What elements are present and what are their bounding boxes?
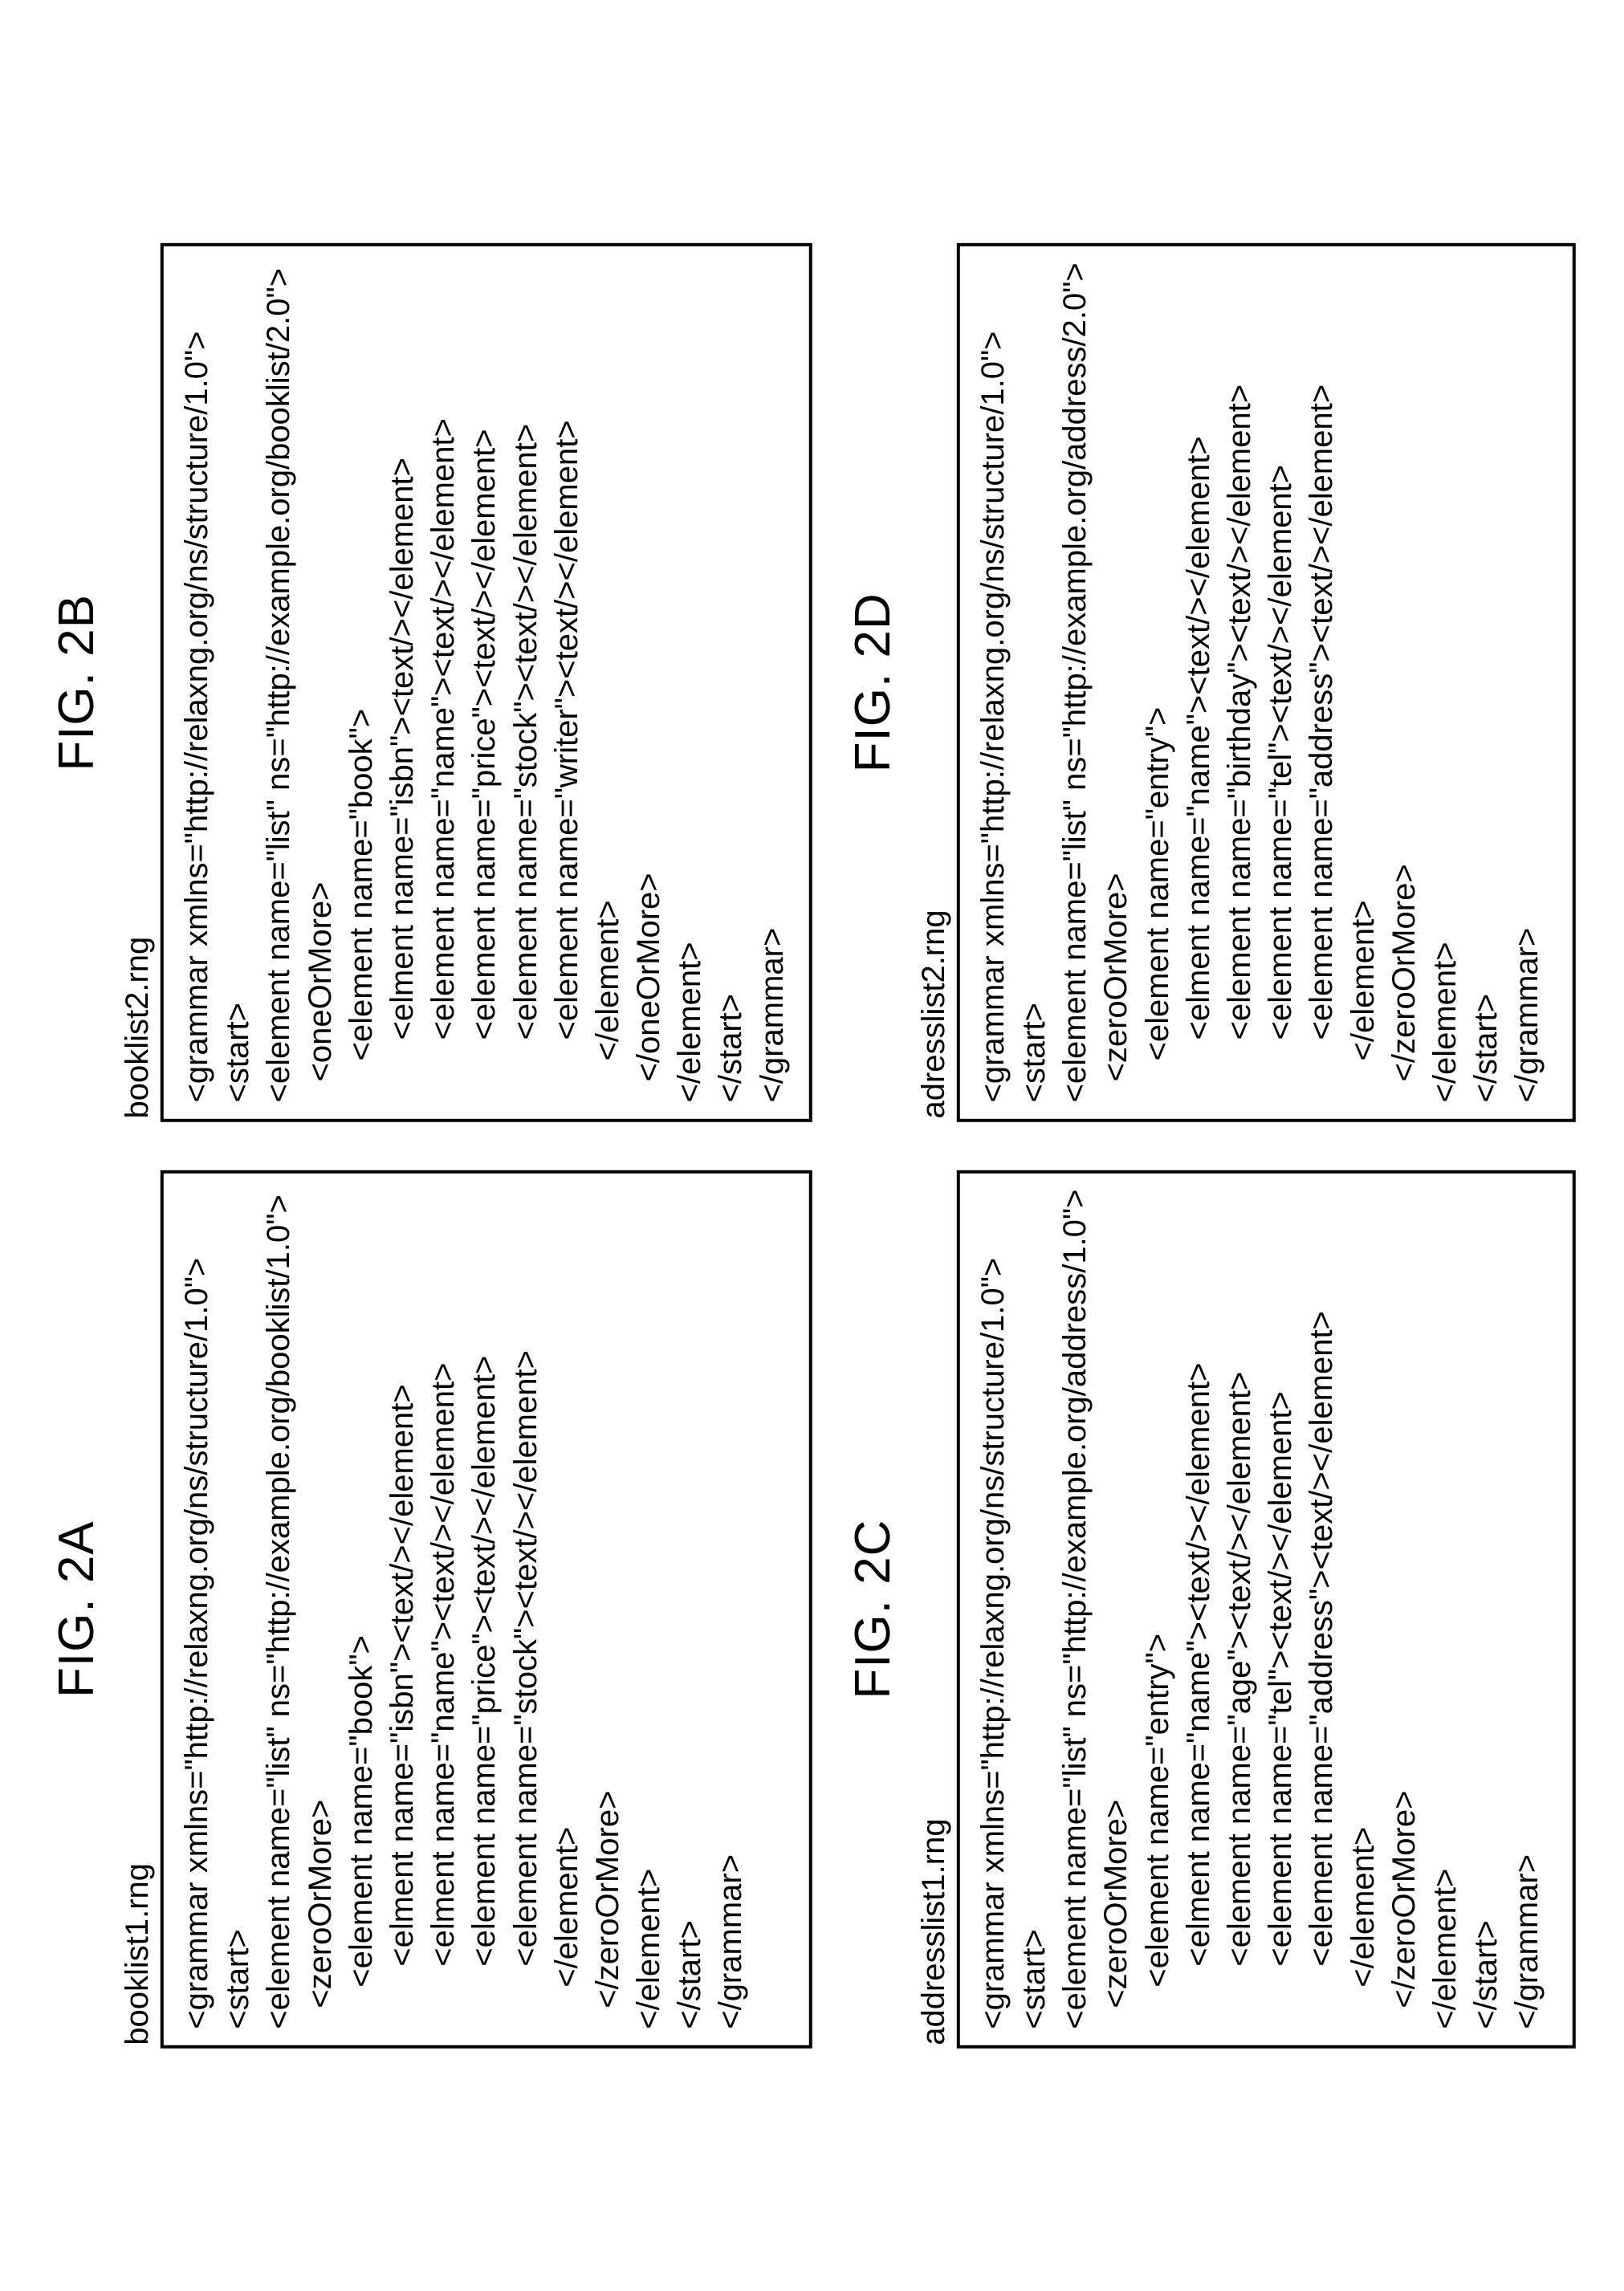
code-line: <element name="address"><text/></element… bbox=[1301, 1189, 1342, 2029]
code-line: </element> bbox=[1425, 262, 1466, 1102]
code-line: <element name="list" ns="http://example.… bbox=[1055, 1189, 1096, 2029]
code-line: <zeroOrMore> bbox=[300, 1189, 341, 2029]
code-line: </zeroOrMore> bbox=[1384, 262, 1425, 1102]
figure-label: FIG. 2B bbox=[48, 243, 105, 1121]
code-line: </grammar> bbox=[710, 1189, 751, 2029]
code-box: <grammar xmlns="http://relaxng.org/ns/st… bbox=[957, 1170, 1576, 2048]
code-line: </element> bbox=[1425, 1189, 1466, 2029]
figure-label: FIG. 2D bbox=[845, 243, 902, 1121]
code-line: <element name="list" ns="http://example.… bbox=[1055, 262, 1096, 1102]
code-box: <grammar xmlns="http://relaxng.org/ns/st… bbox=[957, 243, 1576, 1121]
filename-label: adresslist2.rng bbox=[916, 243, 952, 1121]
code-line: <grammar xmlns="http://relaxng.org/ns/st… bbox=[177, 1189, 218, 2029]
code-line: <element name="list" ns="http://example.… bbox=[258, 262, 299, 1102]
code-line: <element name="stock"><text/></element> bbox=[506, 262, 547, 1102]
code-line: <element name="stock"><text/></element> bbox=[506, 1189, 547, 2029]
code-line: <oneOrMore> bbox=[300, 262, 341, 1102]
code-line: <start> bbox=[1014, 1189, 1055, 2029]
code-line: </grammar> bbox=[1507, 262, 1548, 1102]
code-line: <grammar xmlns="http://relaxng.org/ns/st… bbox=[973, 1189, 1014, 2029]
code-line: <grammar xmlns="http://relaxng.org/ns/st… bbox=[177, 262, 218, 1102]
code-box: <grammar xmlns="http://relaxng.org/ns/st… bbox=[161, 243, 812, 1121]
code-line: <element name="entry"> bbox=[1138, 262, 1178, 1102]
code-line: </element> bbox=[547, 1189, 588, 2029]
code-line: </start> bbox=[1466, 262, 1507, 1102]
code-line: </grammar> bbox=[752, 262, 793, 1102]
code-line: </element> bbox=[1343, 262, 1384, 1102]
figure-label: FIG. 2A bbox=[48, 1170, 105, 2048]
code-line: <elment name="isbn"><text/></element> bbox=[382, 262, 423, 1102]
code-line: <element name="price"><text/></element> bbox=[464, 1189, 505, 2029]
figure-label: FIG. 2C bbox=[845, 1170, 902, 2048]
code-line: <zeroOrMore> bbox=[1096, 262, 1137, 1102]
code-line: </oneOrMore> bbox=[629, 262, 670, 1102]
code-line: <element name="writer"><text/></element> bbox=[547, 262, 588, 1102]
figure-panel-2c: FIG. 2C addresslist1.rng <grammar xmlns=… bbox=[845, 1170, 1576, 2048]
code-line: </grammar> bbox=[1507, 1189, 1548, 2029]
code-line: <element name="price"><text/></element> bbox=[464, 262, 505, 1102]
code-line: <start> bbox=[218, 262, 258, 1102]
code-line: </element> bbox=[1343, 1189, 1384, 2029]
filename-label: booklist1.rng bbox=[120, 1170, 156, 2048]
code-line: <element name="address"><text/></element… bbox=[1301, 262, 1342, 1102]
figure-panel-2a: FIG. 2A booklist1.rng <grammar xmlns="ht… bbox=[48, 1170, 812, 2048]
figure-panel-2b: FIG. 2B booklist2.rng <grammar xmlns="ht… bbox=[48, 243, 812, 1121]
code-line: <element name="tel"><text/></element> bbox=[1260, 262, 1301, 1102]
filename-label: addresslist1.rng bbox=[916, 1170, 952, 2048]
code-line: </start> bbox=[710, 262, 751, 1102]
code-line: <start> bbox=[218, 1189, 258, 2029]
code-line: <element name="age"><text/></element> bbox=[1219, 1189, 1260, 2029]
code-line: <element name="tel"><text/></element> bbox=[1260, 1189, 1301, 2029]
code-line: </element> bbox=[629, 1189, 670, 2029]
code-line: </zeroOrMore> bbox=[1384, 1189, 1425, 2029]
code-line: <element name="list" ns="http://example.… bbox=[258, 1189, 299, 2029]
code-line: <grammar xmlns="http://relaxng.org/ns/st… bbox=[973, 262, 1014, 1102]
code-line: </start> bbox=[670, 1189, 710, 2029]
code-line: <elment name="name"><text/></element> bbox=[1178, 1189, 1219, 2029]
filename-label: booklist2.rng bbox=[120, 243, 156, 1121]
code-line: </start> bbox=[1466, 1189, 1507, 2029]
code-line: </zeroOrMore> bbox=[588, 1189, 629, 2029]
code-line: </element> bbox=[670, 262, 710, 1102]
code-line: <element name="name"><text/></element> bbox=[423, 262, 464, 1102]
code-line: <elment name="name"><text/></element> bbox=[1178, 262, 1219, 1102]
code-line: <zeroOrMore> bbox=[1096, 1189, 1137, 2029]
code-line: </element> bbox=[588, 262, 629, 1102]
code-line: <element name="book"> bbox=[341, 262, 382, 1102]
code-line: <start> bbox=[1014, 262, 1055, 1102]
code-line: <elment name="isbn"><text/></element> bbox=[382, 1189, 423, 2029]
figure-grid: FIG. 2A booklist1.rng <grammar xmlns="ht… bbox=[0, 187, 1624, 2105]
code-line: <element name="entry"> bbox=[1138, 1189, 1178, 2029]
code-line: <element name="birthday"><text/></elemen… bbox=[1219, 262, 1260, 1102]
code-box: <grammar xmlns="http://relaxng.org/ns/st… bbox=[161, 1170, 812, 2048]
code-line: <elment name="name"><text/></element> bbox=[423, 1189, 464, 2029]
code-line: <element name="book"> bbox=[341, 1189, 382, 2029]
figure-panel-2d: FIG. 2D adresslist2.rng <grammar xmlns="… bbox=[845, 243, 1576, 1121]
